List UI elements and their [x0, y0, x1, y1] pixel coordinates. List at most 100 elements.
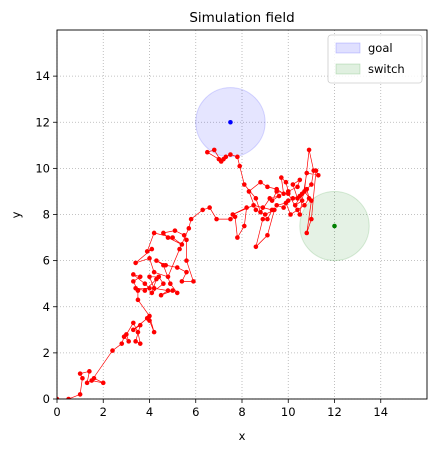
trajectory-point — [304, 170, 310, 176]
x-axis-label: x — [239, 429, 246, 443]
y-tick-label: 14 — [35, 69, 50, 83]
trajectory-point — [165, 288, 171, 293]
x-tick-label: 2 — [100, 405, 107, 419]
x-tick-label: 12 — [327, 405, 342, 419]
trajectory-point — [147, 318, 152, 323]
x-tick-label: 6 — [192, 405, 199, 419]
trajectory-point — [151, 269, 157, 275]
legend-swatch — [335, 63, 361, 75]
trajectory-point — [221, 156, 226, 162]
x-tick-label: 4 — [146, 405, 153, 419]
trajectory-point — [119, 341, 125, 346]
trajectory-point — [304, 230, 310, 236]
trajectory-point — [147, 256, 152, 261]
trajectory-point — [184, 258, 189, 263]
trajectory-point — [179, 242, 185, 247]
trajectory-point — [253, 207, 259, 213]
legend-label: goal — [368, 41, 393, 55]
trajectory-point — [186, 226, 192, 231]
y-tick-label: 4 — [43, 300, 50, 314]
trajectory-point — [147, 313, 152, 319]
trajectory-point — [156, 274, 162, 280]
trajectory-point — [242, 182, 247, 187]
trajectory-point — [135, 297, 141, 303]
trajectory-point — [133, 286, 138, 291]
legend-box — [327, 34, 423, 84]
trajectory-point — [131, 320, 136, 326]
trajectory-point — [77, 392, 83, 397]
trajectory-point — [170, 288, 175, 293]
trajectory-point — [110, 348, 115, 353]
trajectory-point — [163, 262, 168, 268]
trajectory-point — [142, 281, 148, 286]
trajectory-point — [265, 216, 270, 222]
trajectory-point — [262, 212, 268, 217]
trajectory-point — [174, 265, 180, 270]
trajectory-point — [66, 396, 71, 399]
trajectory-point — [168, 281, 173, 286]
trajectory-point — [228, 216, 233, 222]
x-tick-label: 8 — [238, 405, 245, 419]
trajectory-point — [184, 269, 189, 275]
trajectory-point — [135, 329, 141, 335]
y-tick-label: 10 — [35, 161, 50, 175]
y-tick-label: 12 — [35, 115, 50, 129]
trajectory-point — [316, 172, 321, 178]
trajectory-point — [253, 196, 259, 201]
trajectory-point — [235, 235, 240, 240]
trajectory-point — [151, 286, 157, 291]
trajectory-point — [177, 246, 182, 252]
plot-area: 0 2 4 6 8 10 12 14 0 2 4 6 8 10 12 14 goal switch — [35, 29, 428, 419]
trajectory-point — [214, 216, 219, 222]
trajectory-point — [279, 175, 284, 180]
trajectory-point — [80, 375, 85, 381]
trajectory-point — [147, 274, 152, 280]
y-tick-label: 8 — [43, 208, 50, 222]
trajectory-point — [281, 191, 286, 197]
trajectory-point — [205, 149, 210, 155]
trajectory-point — [77, 371, 83, 376]
trajectory-point — [265, 232, 270, 238]
trajectory-point — [309, 216, 314, 222]
chart-title: Simulation field — [189, 10, 294, 26]
trajectory-point — [272, 207, 277, 213]
trajectory-point — [260, 205, 266, 210]
trajectory-point — [251, 202, 256, 208]
trajectory-point — [297, 177, 303, 183]
trajectory-point — [306, 147, 312, 153]
trajectory-point — [246, 189, 252, 194]
trajectory-point — [258, 179, 263, 185]
trajectory-point — [288, 212, 293, 217]
trajectory-point — [265, 184, 270, 190]
trajectory-point — [290, 196, 296, 201]
trajectory-point — [161, 281, 166, 286]
trajectory-point — [191, 279, 196, 284]
trajectory-point — [281, 205, 286, 210]
trajectory-point — [313, 168, 319, 173]
trajectory-point — [267, 196, 273, 201]
trajectory-point — [100, 380, 106, 386]
trajectory-point — [309, 182, 314, 187]
y-tick-label: 0 — [43, 392, 50, 406]
trajectory-point — [309, 198, 314, 203]
trajectory-point — [165, 235, 171, 240]
trajectory-point — [137, 322, 143, 328]
trajectory-point — [274, 189, 279, 194]
trajectory-point — [285, 191, 291, 197]
trajectory-point — [151, 230, 157, 236]
x-tick-label: 14 — [373, 405, 388, 419]
goal-center-marker — [228, 119, 233, 125]
trajectory-point — [161, 230, 166, 236]
switch-center-marker — [332, 223, 337, 229]
trajectory-point — [133, 260, 138, 266]
trajectory-point — [207, 205, 212, 210]
legend-swatch — [335, 42, 361, 54]
trajectory-point — [131, 327, 136, 333]
y-tick-label: 6 — [43, 254, 50, 268]
trajectory-point — [290, 182, 296, 187]
trajectory-point — [274, 202, 279, 208]
trajectory-point — [144, 249, 150, 254]
trajectory-point — [283, 200, 289, 206]
trajectory-point — [244, 205, 249, 210]
